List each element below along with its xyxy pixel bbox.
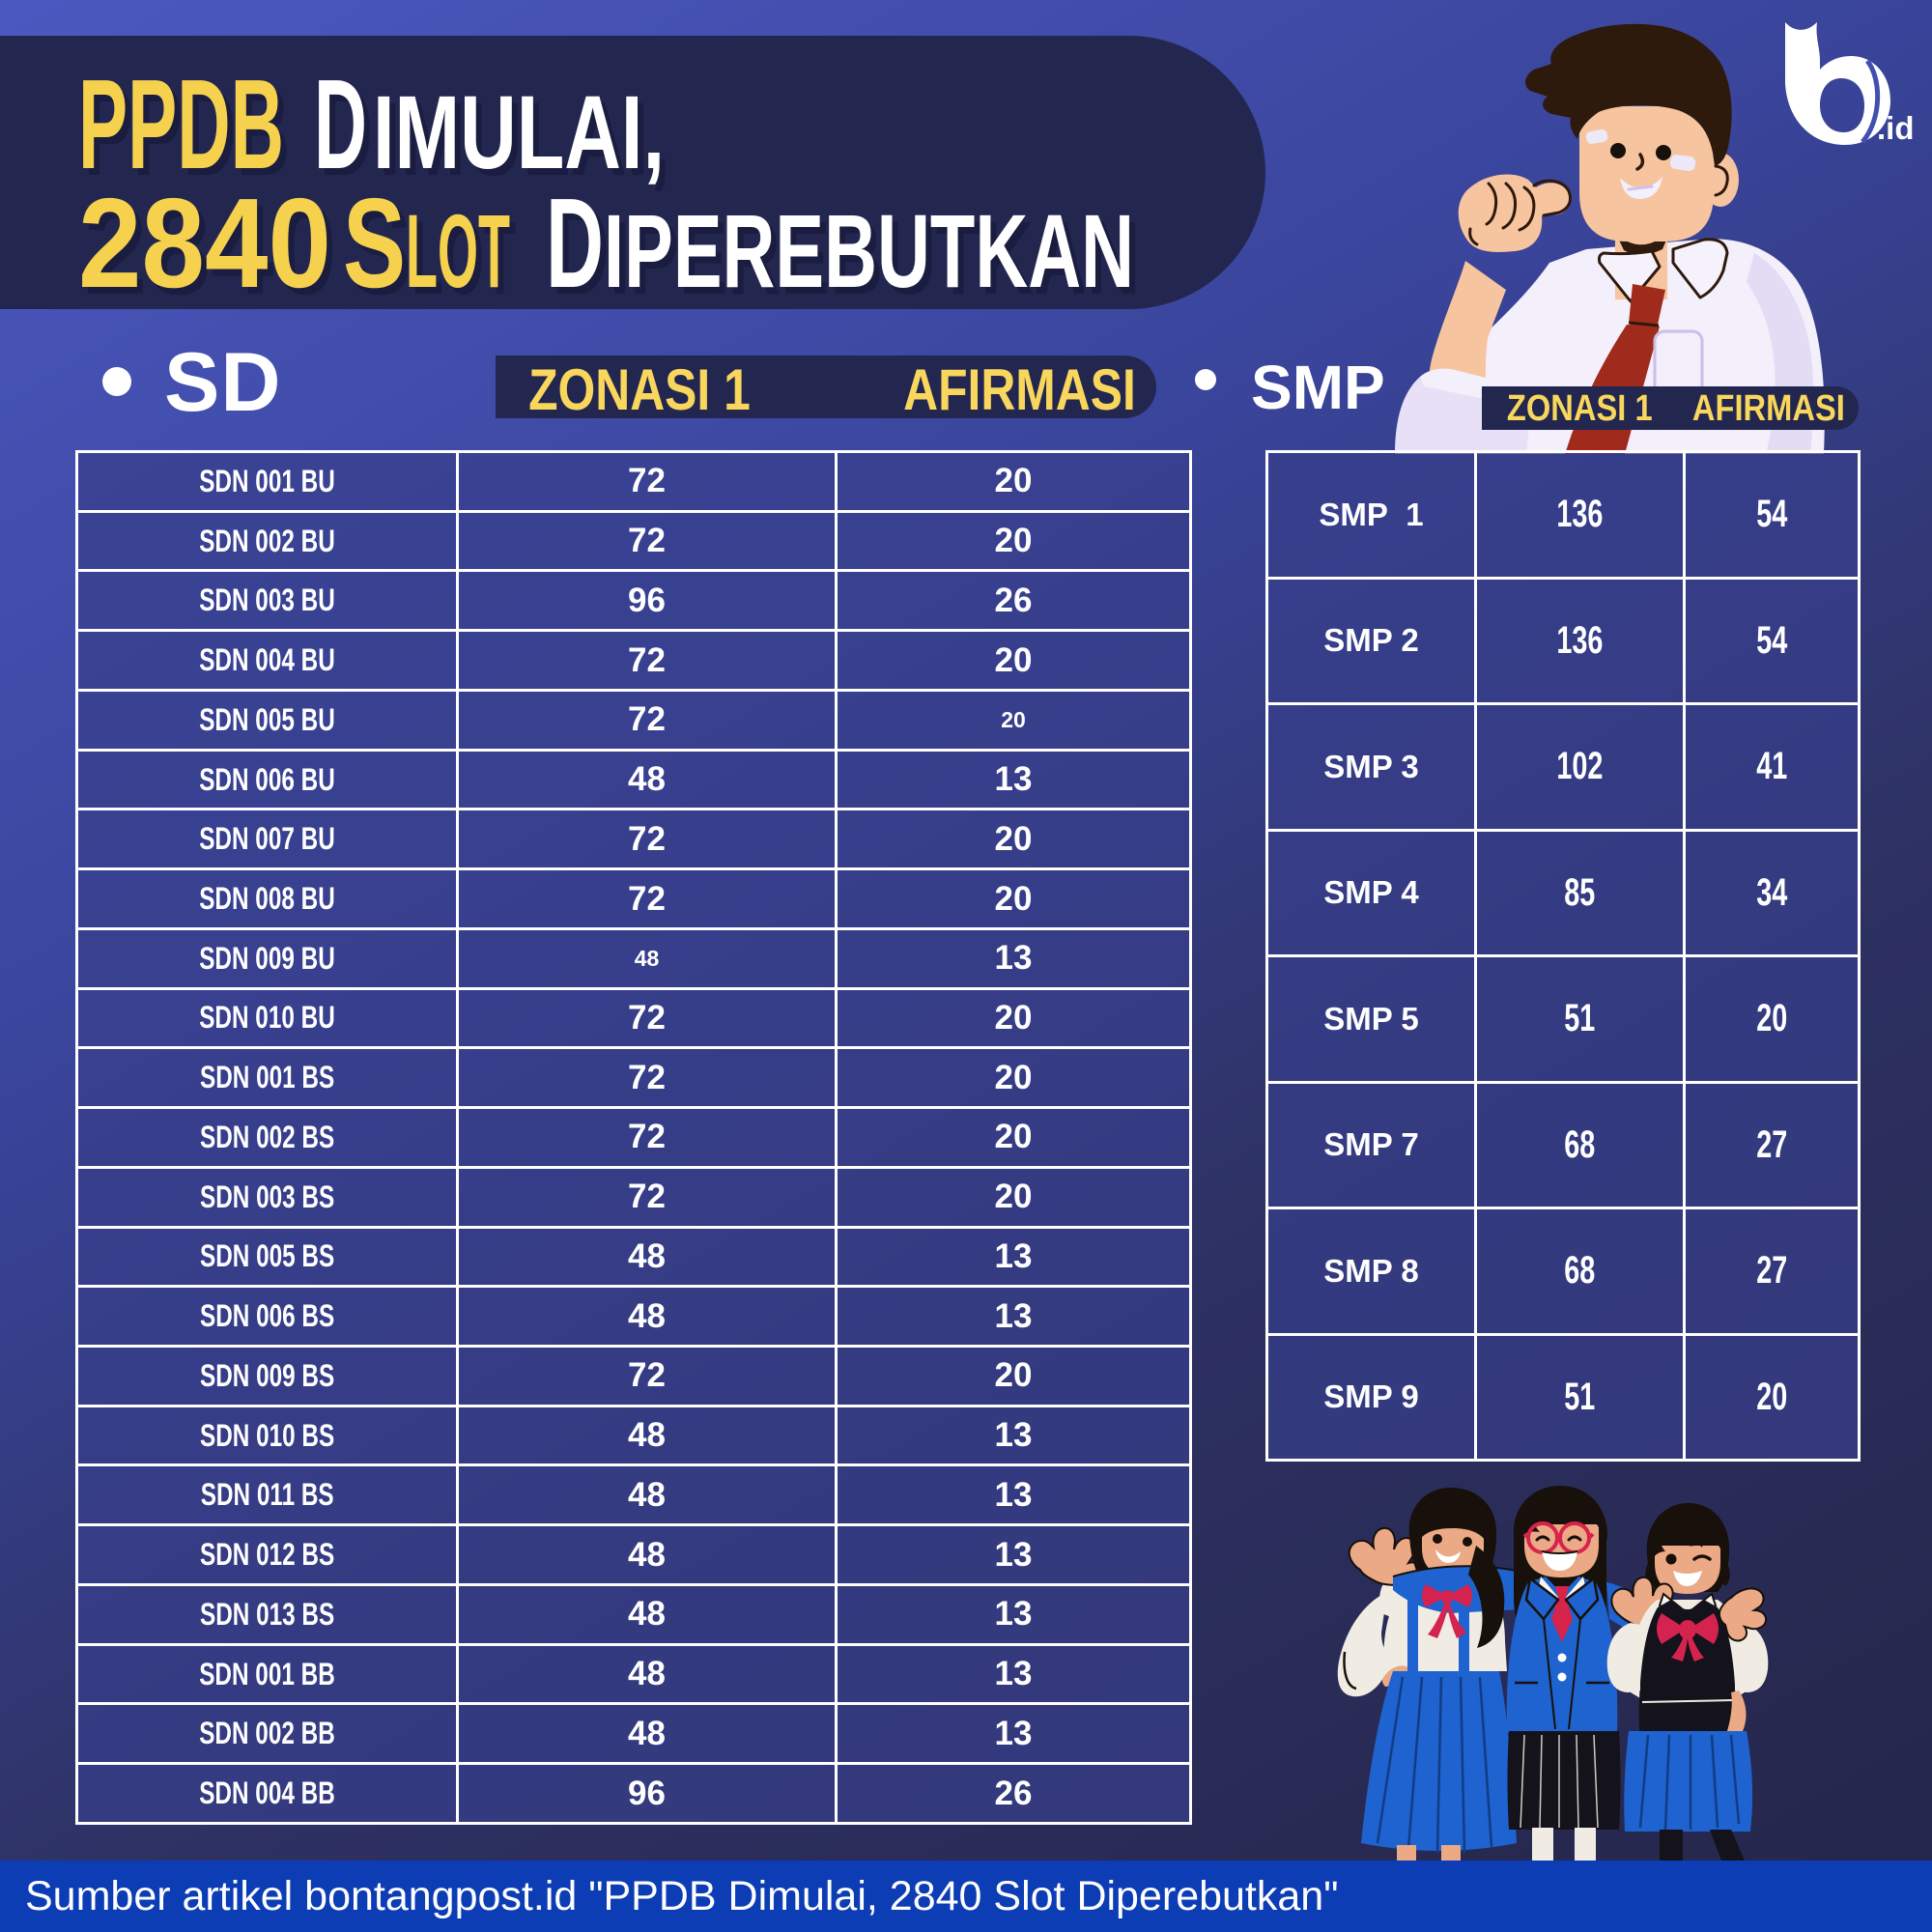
svg-text:.id: .id xyxy=(1877,110,1915,146)
svg-text:PPDB: PPDB xyxy=(84,60,290,202)
svg-text:S: S xyxy=(349,179,412,319)
svg-text:D: D xyxy=(314,53,367,195)
svg-text:PPDB: PPDB xyxy=(78,53,284,195)
svg-text:D: D xyxy=(552,179,610,319)
svg-text:IMULAI,: IMULAI, xyxy=(373,73,665,190)
svg-text:S: S xyxy=(343,172,406,314)
svg-text:IPEREBUTKAN: IPEREBUTKAN xyxy=(610,199,1140,316)
svg-text:D: D xyxy=(546,172,604,314)
svg-text:IPEREBUTKAN: IPEREBUTKAN xyxy=(604,192,1134,309)
svg-text:D: D xyxy=(320,60,373,202)
svg-text:2840: 2840 xyxy=(84,179,337,319)
svg-text:LOT: LOT xyxy=(406,192,510,309)
svg-text:LOT: LOT xyxy=(412,199,516,316)
svg-text:2840: 2840 xyxy=(78,172,331,314)
svg-text:IMULAI,: IMULAI, xyxy=(379,80,670,197)
